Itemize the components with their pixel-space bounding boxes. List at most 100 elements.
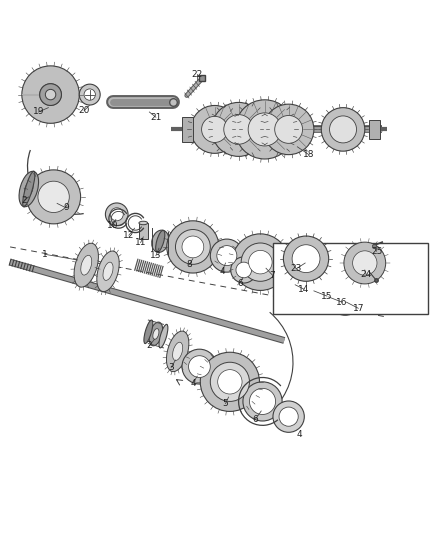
- Ellipse shape: [139, 221, 148, 225]
- Circle shape: [244, 246, 277, 279]
- Ellipse shape: [166, 331, 189, 372]
- Bar: [139, 223, 148, 239]
- Text: 11: 11: [135, 238, 146, 247]
- Ellipse shape: [19, 171, 39, 207]
- Circle shape: [22, 66, 79, 123]
- Circle shape: [303, 278, 320, 296]
- Circle shape: [84, 89, 95, 100]
- Circle shape: [314, 280, 339, 305]
- Text: 8: 8: [187, 260, 192, 269]
- Circle shape: [38, 181, 69, 213]
- Circle shape: [292, 245, 320, 272]
- Text: 2: 2: [21, 196, 27, 205]
- Circle shape: [329, 284, 361, 315]
- Text: 15: 15: [321, 292, 333, 301]
- Circle shape: [243, 382, 282, 421]
- Circle shape: [213, 365, 247, 398]
- Text: 19: 19: [33, 108, 44, 117]
- Circle shape: [336, 290, 354, 309]
- Circle shape: [178, 232, 208, 262]
- Text: 6: 6: [252, 415, 258, 424]
- Circle shape: [188, 356, 210, 377]
- Ellipse shape: [263, 104, 314, 155]
- Ellipse shape: [329, 116, 357, 143]
- Circle shape: [273, 401, 304, 432]
- Ellipse shape: [212, 102, 265, 156]
- Bar: [182, 117, 193, 142]
- Text: 25: 25: [371, 247, 382, 256]
- Bar: [369, 120, 380, 139]
- Ellipse shape: [153, 329, 159, 340]
- Circle shape: [250, 389, 276, 415]
- Circle shape: [241, 243, 279, 281]
- Text: 10: 10: [107, 221, 119, 230]
- Circle shape: [236, 262, 252, 278]
- Circle shape: [40, 84, 61, 106]
- Ellipse shape: [25, 181, 33, 197]
- Circle shape: [40, 84, 61, 106]
- Circle shape: [231, 257, 257, 283]
- Text: 24: 24: [360, 270, 372, 279]
- Ellipse shape: [103, 262, 113, 280]
- Circle shape: [217, 246, 237, 265]
- Text: 2: 2: [147, 341, 152, 350]
- Text: 1: 1: [42, 250, 48, 259]
- Circle shape: [182, 236, 204, 258]
- Ellipse shape: [74, 243, 99, 287]
- Ellipse shape: [81, 255, 92, 275]
- Ellipse shape: [224, 115, 253, 144]
- Circle shape: [232, 234, 289, 290]
- Ellipse shape: [173, 342, 183, 360]
- Circle shape: [167, 221, 219, 273]
- Text: 9: 9: [63, 203, 69, 212]
- Text: 16: 16: [336, 298, 348, 306]
- Bar: [273, 243, 428, 314]
- Ellipse shape: [149, 322, 162, 346]
- Circle shape: [79, 84, 100, 105]
- Ellipse shape: [275, 116, 303, 143]
- Circle shape: [200, 352, 259, 411]
- Ellipse shape: [23, 171, 35, 207]
- Ellipse shape: [152, 230, 169, 252]
- Circle shape: [279, 407, 298, 426]
- Text: 7: 7: [270, 271, 276, 280]
- Circle shape: [320, 285, 334, 300]
- Text: 3: 3: [168, 363, 174, 372]
- Text: 14: 14: [298, 285, 310, 294]
- Ellipse shape: [144, 320, 153, 344]
- Text: 23: 23: [291, 264, 302, 273]
- Text: 20: 20: [78, 106, 90, 115]
- Ellipse shape: [97, 251, 119, 292]
- Text: 6: 6: [237, 279, 243, 287]
- Text: 4: 4: [297, 430, 302, 439]
- Circle shape: [106, 203, 128, 225]
- Ellipse shape: [321, 108, 365, 151]
- Circle shape: [353, 251, 377, 275]
- Circle shape: [218, 370, 242, 394]
- Circle shape: [283, 236, 328, 281]
- Circle shape: [249, 251, 272, 274]
- Text: 12: 12: [123, 231, 134, 240]
- Text: 13: 13: [150, 251, 162, 260]
- Circle shape: [344, 242, 386, 284]
- Circle shape: [110, 208, 123, 221]
- Text: 4: 4: [219, 267, 225, 276]
- Circle shape: [210, 362, 250, 401]
- Ellipse shape: [155, 230, 165, 252]
- Circle shape: [182, 349, 217, 384]
- Ellipse shape: [159, 325, 168, 348]
- Ellipse shape: [191, 106, 239, 154]
- Circle shape: [297, 272, 326, 302]
- Ellipse shape: [201, 116, 228, 142]
- Text: 18: 18: [303, 150, 314, 159]
- Text: 5: 5: [223, 399, 228, 408]
- Circle shape: [210, 239, 244, 272]
- Circle shape: [46, 90, 56, 100]
- Ellipse shape: [235, 100, 294, 159]
- Text: 22: 22: [191, 70, 203, 79]
- Text: 17: 17: [353, 304, 364, 313]
- Circle shape: [282, 268, 304, 291]
- Ellipse shape: [248, 113, 281, 146]
- Circle shape: [275, 261, 311, 298]
- Text: 21: 21: [150, 112, 162, 122]
